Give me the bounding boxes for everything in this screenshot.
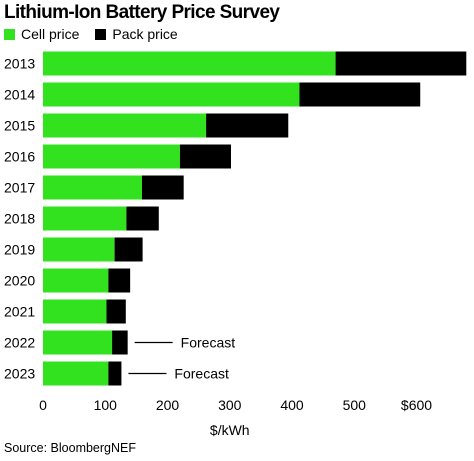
x-tick-label-600: $600: [401, 397, 432, 413]
cell-price-bar-2015: [43, 113, 207, 138]
y-tick-label-2017: 2017: [4, 180, 35, 196]
y-tick-label-2021: 2021: [4, 304, 35, 320]
legend-swatch-pack: [95, 28, 107, 40]
legend-item-cell: Cell price: [4, 26, 79, 42]
pack-price-bar-2020: [108, 268, 131, 293]
cell-price-bar-2018: [43, 206, 127, 231]
y-tick-label-2018: 2018: [4, 211, 35, 227]
forecast-annotation-2023: Forecast: [174, 366, 229, 382]
cell-price-bar-2022: [43, 330, 113, 355]
y-tick-label-2014: 2014: [4, 87, 35, 103]
pack-price-bar-2023: [108, 361, 122, 386]
legend-label-cell: Cell price: [21, 26, 80, 42]
pack-price-bar-2017: [141, 175, 184, 200]
y-tick-label-2016: 2016: [4, 149, 35, 165]
x-tick-label-400: 400: [280, 397, 304, 413]
forecast-annotation-2022: Forecast: [181, 335, 236, 351]
pack-price-bar-2016: [179, 144, 231, 169]
source-note: Source: BloombergNEF: [4, 441, 137, 455]
x-tick-label-0: 0: [39, 397, 47, 413]
y-tick-label-2019: 2019: [4, 242, 35, 258]
legend-swatch-cell: [4, 28, 15, 40]
x-tick-label-200: 200: [156, 397, 180, 413]
chart-title: Lithium-Ion Battery Price Survey: [4, 2, 280, 23]
y-tick-label-2023: 2023: [4, 366, 35, 382]
cell-price-bar-2016: [43, 144, 180, 169]
cell-price-bar-2014: [43, 82, 300, 107]
cell-price-bar-2020: [43, 268, 109, 293]
chart-legend: Cell price Pack price: [4, 25, 194, 43]
y-tick-label-2022: 2022: [4, 335, 35, 351]
legend-label-pack: Pack price: [112, 26, 178, 42]
cell-price-bar-2013: [43, 51, 336, 76]
pack-price-bar-2014: [299, 82, 421, 107]
y-tick-label-2013: 2013: [4, 56, 35, 72]
cell-price-bar-2023: [43, 361, 109, 386]
y-tick-label-2015: 2015: [4, 118, 35, 134]
x-tick-label-500: 500: [343, 397, 367, 413]
pack-price-bar-2022: [112, 330, 128, 355]
pack-price-bar-2021: [106, 299, 126, 324]
pack-price-bar-2019: [114, 237, 143, 262]
pack-price-bar-2018: [126, 206, 159, 231]
y-tick-label-2020: 2020: [4, 273, 35, 289]
x-tick-label-300: 300: [218, 397, 242, 413]
legend-item-pack: Pack price: [95, 26, 178, 42]
pack-price-bar-2013: [335, 51, 467, 76]
cell-price-bar-2017: [43, 175, 142, 200]
x-tick-label-100: 100: [94, 397, 118, 413]
cell-price-bar-2019: [43, 237, 115, 262]
x-axis-label: $/kWh: [210, 422, 250, 438]
pack-price-bar-2015: [206, 113, 289, 138]
cell-price-bar-2021: [43, 299, 107, 324]
